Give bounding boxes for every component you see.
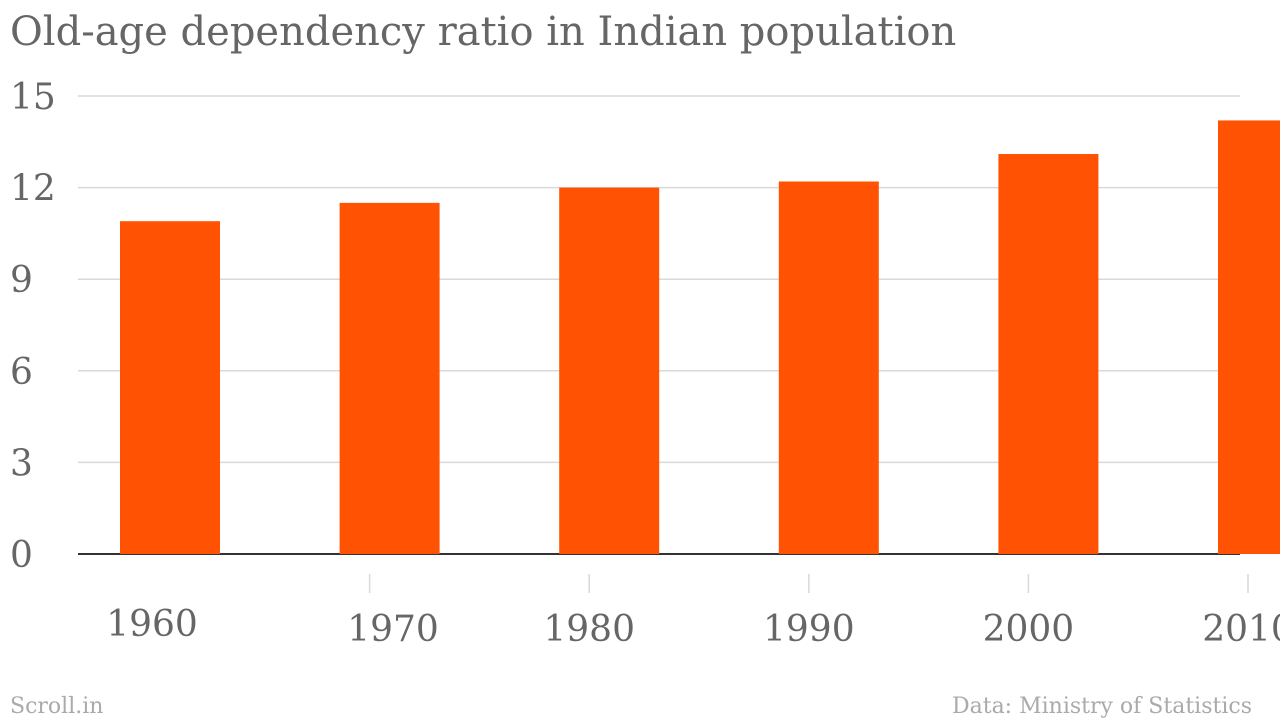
y-tick-label-12: 12 [10, 169, 56, 210]
x-tick-label-1960: 1960 [106, 604, 198, 645]
y-tick-label-0: 0 [10, 535, 33, 576]
x-tick-label-1970: 1970 [347, 609, 439, 650]
y-tick-label-3: 3 [10, 443, 33, 484]
x-tick-label-2000: 2000 [983, 609, 1075, 650]
x-tick-label-1990: 1990 [763, 609, 855, 650]
y-tick-label-15: 15 [10, 77, 56, 118]
bars [120, 120, 1280, 555]
y-tick-label-6: 6 [10, 352, 33, 393]
x-tick-label-2010: 2010 [1202, 609, 1280, 650]
bar-1960 [120, 221, 220, 555]
bar-1980 [559, 187, 660, 554]
y-tick-label-9: 9 [10, 260, 33, 301]
x-tick-label-1980: 1980 [543, 609, 635, 650]
bar-1970 [339, 202, 440, 554]
y-axis-ticks: 0 3 6 9 12 15 [10, 77, 56, 576]
bar-1990 [778, 181, 879, 554]
bar-2010 [1218, 120, 1280, 554]
chart-title: Old-age dependency ratio in Indian popul… [10, 9, 956, 55]
source-brand: Scroll.in [10, 694, 103, 719]
data-source-note: Data: Ministry of Statistics [952, 694, 1252, 719]
bar-2000 [998, 154, 1099, 554]
x-axis-ticks: 1960 1970 1980 1990 2000 2010 [106, 574, 1280, 650]
